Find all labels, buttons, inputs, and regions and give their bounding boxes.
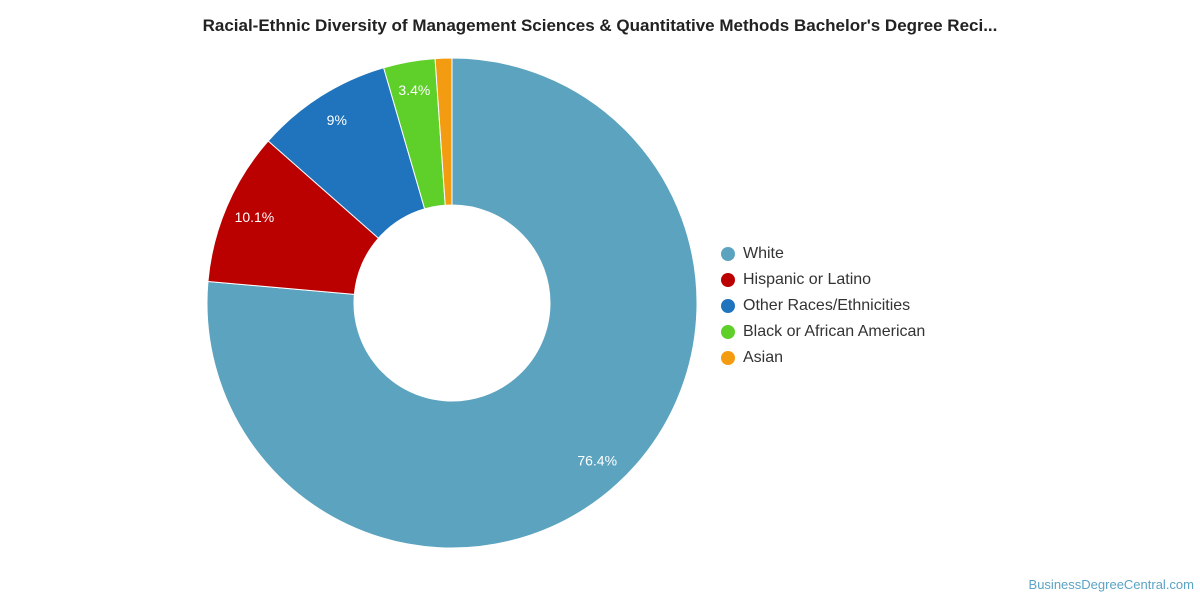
slice-label-black-or-african-american: 3.4% — [398, 82, 430, 98]
legend-item-other-races-ethnicities[interactable]: Other Races/Ethnicities — [721, 293, 925, 319]
legend-swatch-icon — [721, 299, 735, 313]
legend-label: Other Races/Ethnicities — [743, 297, 911, 314]
slice-label-white: 76.4% — [577, 452, 617, 468]
chart-legend: White Hispanic or Latino Other Races/Ethni… — [721, 241, 925, 371]
slice-white[interactable] — [206, 57, 698, 549]
legend-label: Black or African American — [743, 323, 926, 340]
legend-item-black-or-african-american[interactable]: Black or African American — [721, 319, 925, 345]
legend-item-hispanic-or-latino[interactable]: Hispanic or Latino — [721, 267, 925, 293]
legend-label: Asian — [743, 349, 784, 366]
slice-label-hispanic-or-latino: 10.1% — [235, 209, 275, 225]
slice-asian[interactable] — [434, 57, 453, 206]
legend-swatch-icon — [721, 351, 735, 365]
legend-item-asian[interactable]: Asian — [721, 345, 925, 371]
watermark: BusinessDegreeCentral.com — [1028, 577, 1194, 592]
chart-title: Racial-Ethnic Diversity of Management Sc… — [202, 16, 998, 35]
legend-swatch-icon — [721, 273, 735, 287]
legend-swatch-icon — [721, 325, 735, 339]
legend-item-white[interactable]: White — [721, 241, 925, 267]
slice-label-other-races-ethnicities: 9% — [327, 112, 347, 128]
legend-swatch-icon — [721, 247, 735, 261]
legend-label: Hispanic or Latino — [743, 271, 872, 288]
legend-label: White — [743, 245, 784, 262]
